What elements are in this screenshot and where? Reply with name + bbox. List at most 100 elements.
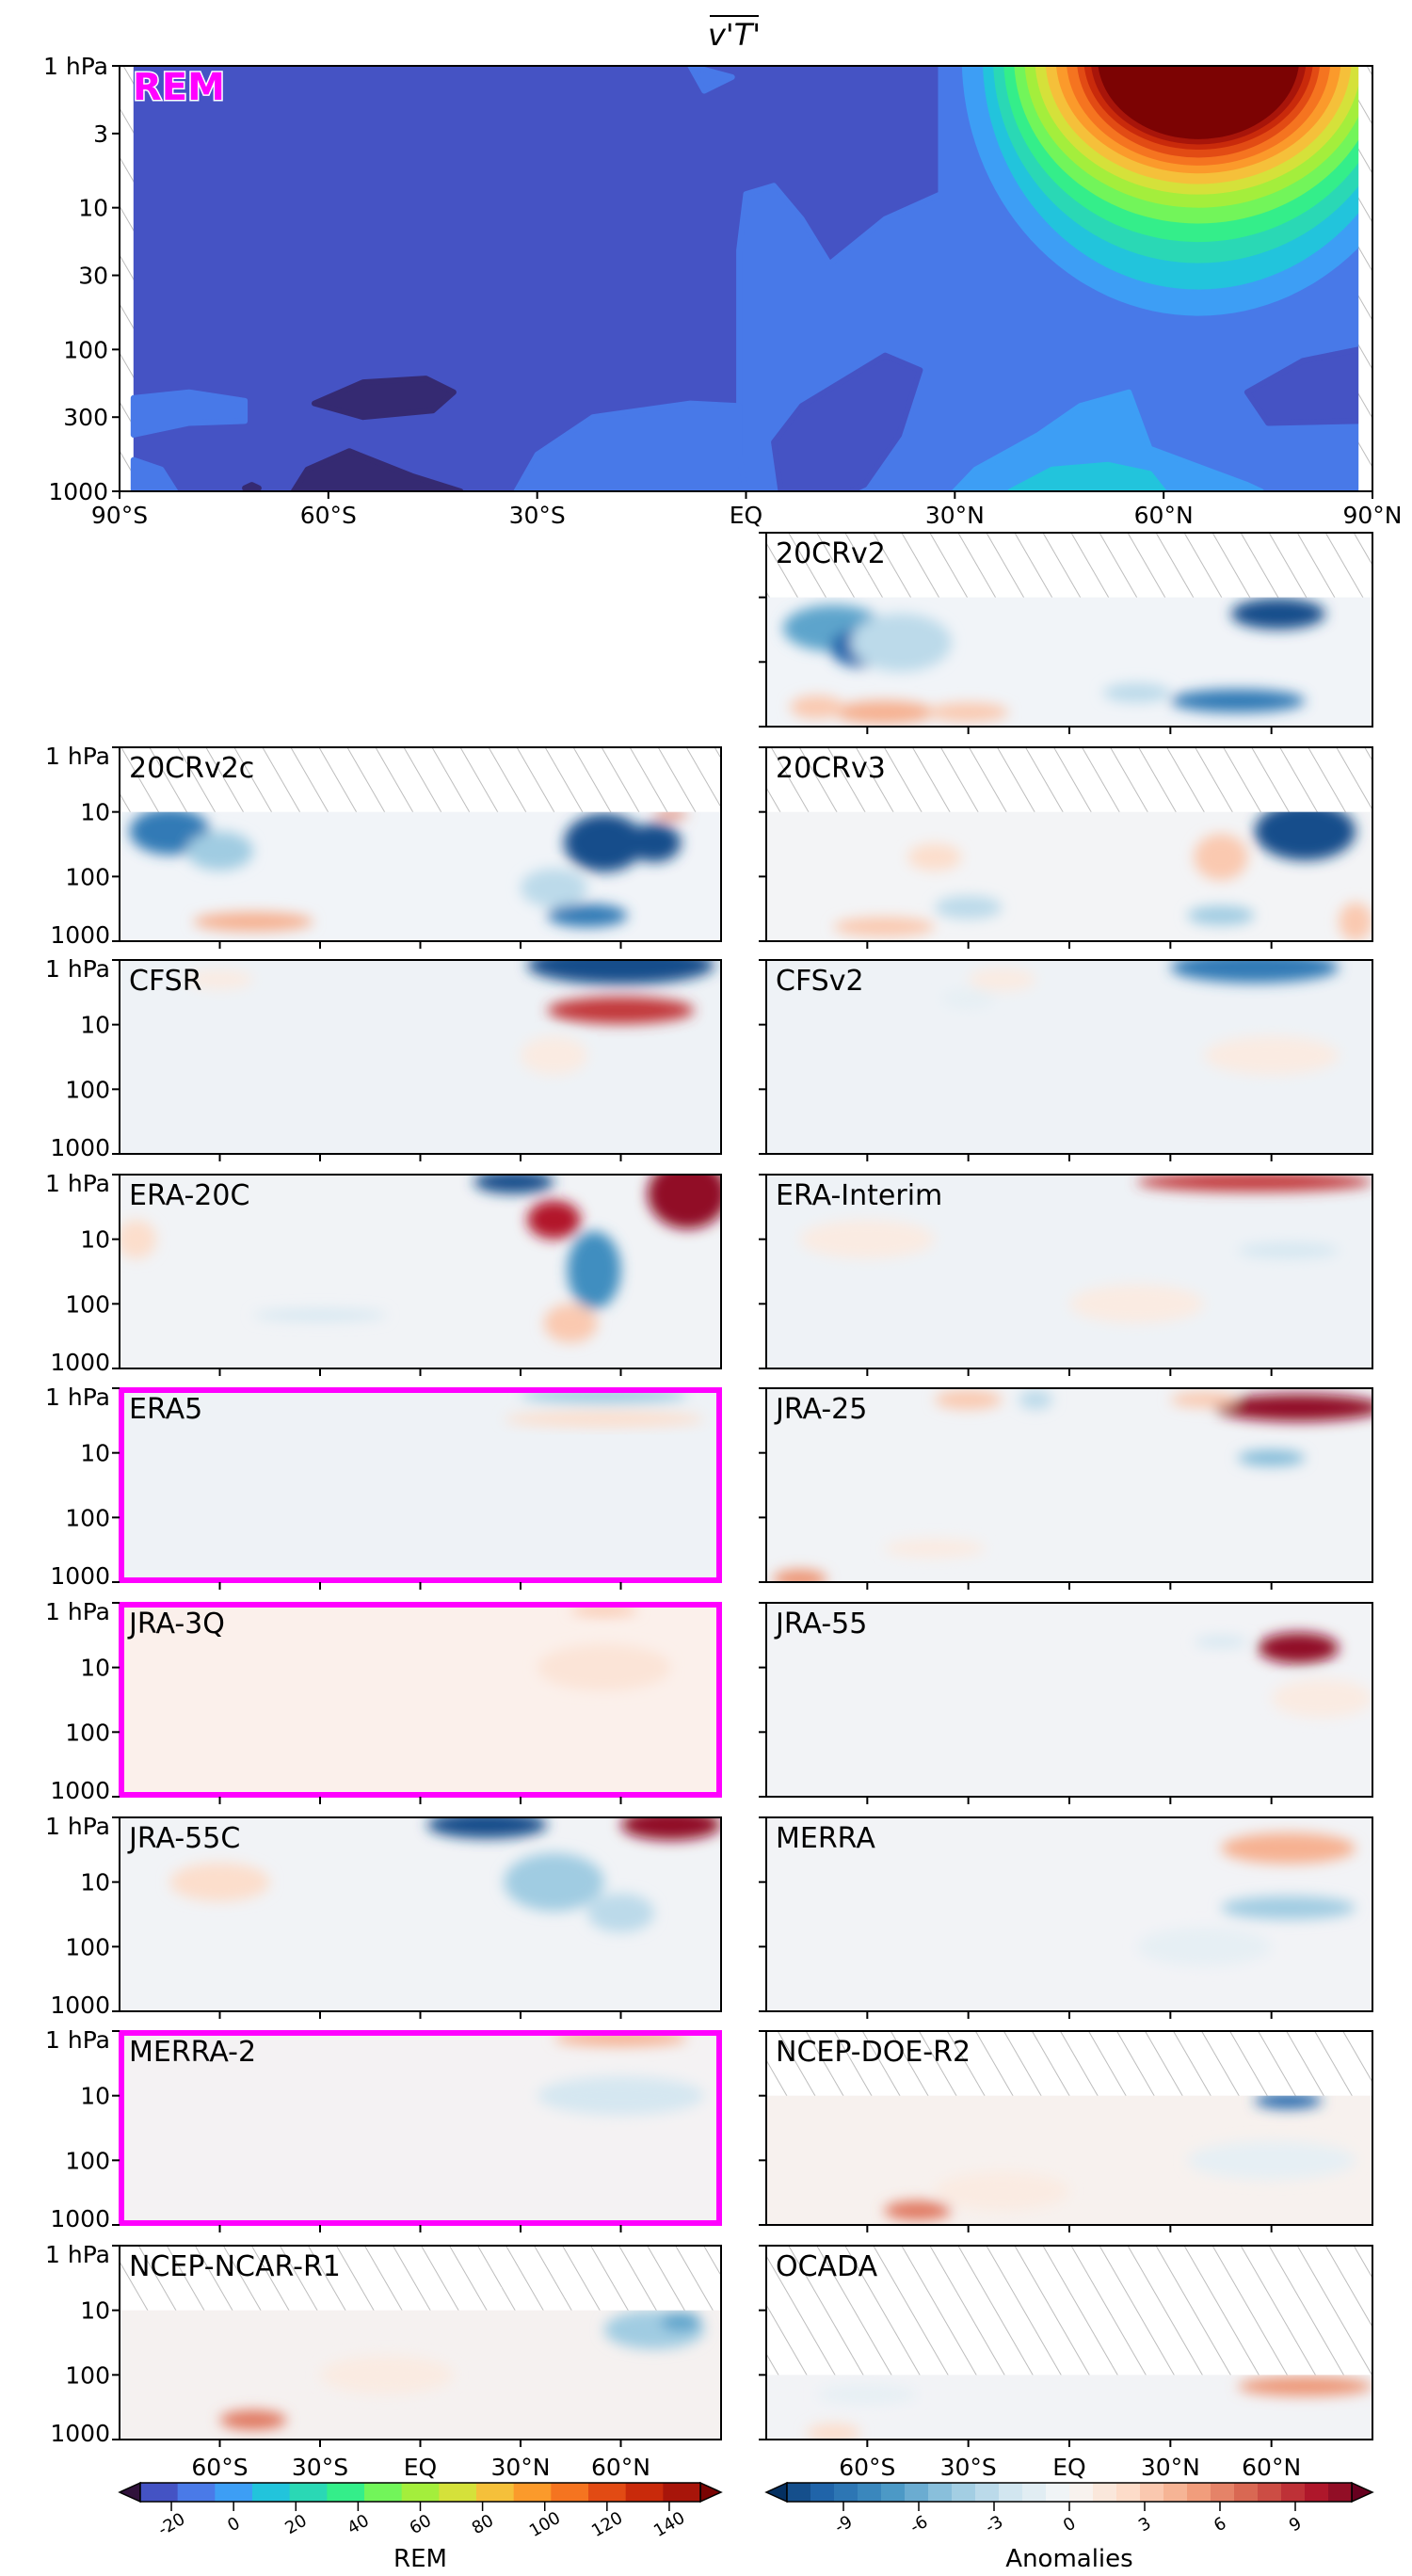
anomaly-blob bbox=[504, 1852, 604, 1912]
anomaly-blob bbox=[1237, 1242, 1340, 1258]
anomaly-field bbox=[186, 960, 714, 1076]
colorbar-tick-label: 0 bbox=[224, 2513, 243, 2536]
x-tick-label: 90°N bbox=[1342, 502, 1402, 529]
y-tick-label: 1 hPa bbox=[45, 743, 110, 770]
y-tick-label: 100 bbox=[65, 1719, 110, 1746]
panel-label: CFSR bbox=[129, 965, 202, 998]
anomaly-blob bbox=[504, 1411, 705, 1428]
colorbar-segment bbox=[1093, 2483, 1117, 2502]
y-tick-label: 1 hPa bbox=[45, 2026, 110, 2054]
panel-cfsr: CFSR 1 hPa 10 100 1000 bbox=[45, 955, 722, 1161]
panel-label: NCEP-NCAR-R1 bbox=[129, 2250, 341, 2283]
y-tick-label: 1000 bbox=[50, 2205, 110, 2232]
highlight-frame bbox=[119, 1387, 722, 1583]
x-tick-label: 30°S bbox=[509, 502, 566, 529]
anomaly-blob bbox=[320, 2355, 454, 2394]
anomaly-blob bbox=[587, 1893, 654, 1933]
colorbar-tick-label: -3 bbox=[982, 2512, 1006, 2537]
anomaly-blob bbox=[620, 1817, 721, 1841]
anomaly-blob bbox=[1237, 1449, 1306, 1466]
anomaly-contours bbox=[766, 960, 1372, 1154]
y-tick-label: 1 hPa bbox=[45, 2241, 110, 2268]
panel-ncep-doe-r2: NCEP-DOE-R2 bbox=[759, 2030, 1373, 2232]
x-tick-label: EQ bbox=[730, 502, 762, 529]
anomaly-blob bbox=[884, 1538, 986, 1559]
anomaly-blob bbox=[547, 904, 628, 928]
x-tick-label: EQ bbox=[404, 2454, 437, 2481]
y-tick-label: 100 bbox=[65, 863, 110, 890]
x-tick-label: EQ bbox=[1052, 2454, 1085, 2481]
hatched-missing-region bbox=[120, 747, 721, 812]
panel-cfsv2: CFSv2 bbox=[759, 959, 1373, 1161]
anomaly-blob bbox=[1170, 1391, 1238, 1408]
anomaly-blob bbox=[193, 912, 313, 932]
panel-jra-55: JRA-55 bbox=[759, 1602, 1373, 1804]
panel-label: MERRA-2 bbox=[129, 2036, 256, 2069]
y-tick-label: 1000 bbox=[50, 1992, 110, 2019]
colorbar-tick-label: -6 bbox=[907, 2512, 931, 2537]
y-tick-label: 1 hPa bbox=[45, 1598, 110, 1625]
y-tick-label: 1000 bbox=[50, 2420, 110, 2447]
contour-level bbox=[290, 448, 464, 491]
anomaly-field bbox=[120, 1175, 721, 1343]
colorbar-tick-label: -20 bbox=[154, 2509, 188, 2540]
panel-era-20c: ERA-20C 1 hPa 10 100 1000 bbox=[45, 1170, 722, 1376]
colorbar-tick-label: 3 bbox=[1135, 2513, 1154, 2536]
colorbar-rem: -20 0 20 40 60 80 100 120 140 REM bbox=[118, 2481, 723, 2573]
colorbar-tick-label: -9 bbox=[831, 2512, 856, 2537]
panel-era-interim: ERA-Interim bbox=[759, 1174, 1373, 1376]
x-tick-label: 30°N bbox=[925, 502, 985, 529]
y-tick-label: 3 bbox=[93, 120, 108, 148]
colorbar-tick-label: 20 bbox=[281, 2511, 310, 2539]
y-tick-label: 1000 bbox=[50, 1562, 110, 1590]
anomaly-contours bbox=[120, 2031, 721, 2225]
colorbar-segment bbox=[834, 2483, 858, 2502]
colorbar-segment bbox=[858, 2483, 882, 2502]
colorbar-segment bbox=[1187, 2483, 1211, 2502]
panel-label: JRA-55C bbox=[127, 1822, 240, 1855]
y-tick-label: 10 bbox=[80, 2297, 110, 2325]
anomaly-blob bbox=[968, 968, 1036, 992]
anomaly-blob bbox=[537, 1643, 671, 1691]
anomaly-blob bbox=[1194, 833, 1248, 881]
contour-level bbox=[771, 352, 923, 491]
anomaly-blob bbox=[1339, 902, 1372, 941]
y-tick-label: 1 hPa bbox=[43, 53, 108, 80]
panel-label: REM bbox=[133, 66, 225, 109]
anomaly-field bbox=[799, 1175, 1372, 1323]
panel-label: ERA5 bbox=[129, 1393, 202, 1426]
anomaly-contours bbox=[766, 1175, 1372, 1368]
colorbar-tick-label: 80 bbox=[469, 2511, 497, 2539]
anomaly-blob bbox=[537, 2076, 705, 2116]
y-tick-label: 1000 bbox=[50, 1134, 110, 1161]
anomaly-blob bbox=[941, 989, 996, 1009]
x-tick-label: 30°N bbox=[490, 2454, 550, 2481]
y-tick-label: 100 bbox=[65, 1290, 110, 1318]
anomaly-blob bbox=[473, 1175, 554, 1194]
colorbar-segment bbox=[625, 2483, 664, 2502]
contour-level bbox=[130, 389, 249, 438]
highlight-frame bbox=[119, 1602, 722, 1798]
anomaly-field bbox=[1136, 1832, 1356, 1966]
x-tick-label: 60°S bbox=[191, 2454, 248, 2481]
x-tick-label: 60°S bbox=[300, 502, 357, 529]
panel-background bbox=[120, 1175, 721, 1368]
anomaly-blob bbox=[790, 695, 844, 719]
y-tick-label: 100 bbox=[63, 336, 108, 363]
x-tick-label: 60°N bbox=[1134, 502, 1194, 529]
anomaly-contours bbox=[120, 747, 721, 941]
anomaly-blob bbox=[934, 2171, 1069, 2211]
anomaly-blob bbox=[907, 843, 962, 872]
contour-level bbox=[687, 66, 735, 94]
panel-label: 20CRv3 bbox=[776, 752, 886, 785]
panel-label: OCADA bbox=[776, 2250, 878, 2283]
anomaly-blob bbox=[1221, 1832, 1356, 1864]
panel-20crv3: 20CRv3 bbox=[759, 746, 1373, 949]
y-tick-label: 10 bbox=[80, 799, 110, 826]
anomaly-contours bbox=[766, 2031, 1372, 2225]
contour-level bbox=[130, 456, 179, 491]
contour-level bbox=[952, 389, 1264, 491]
anomaly-contours bbox=[766, 1817, 1372, 2011]
x-tick-label: 60°S bbox=[839, 2454, 895, 2481]
